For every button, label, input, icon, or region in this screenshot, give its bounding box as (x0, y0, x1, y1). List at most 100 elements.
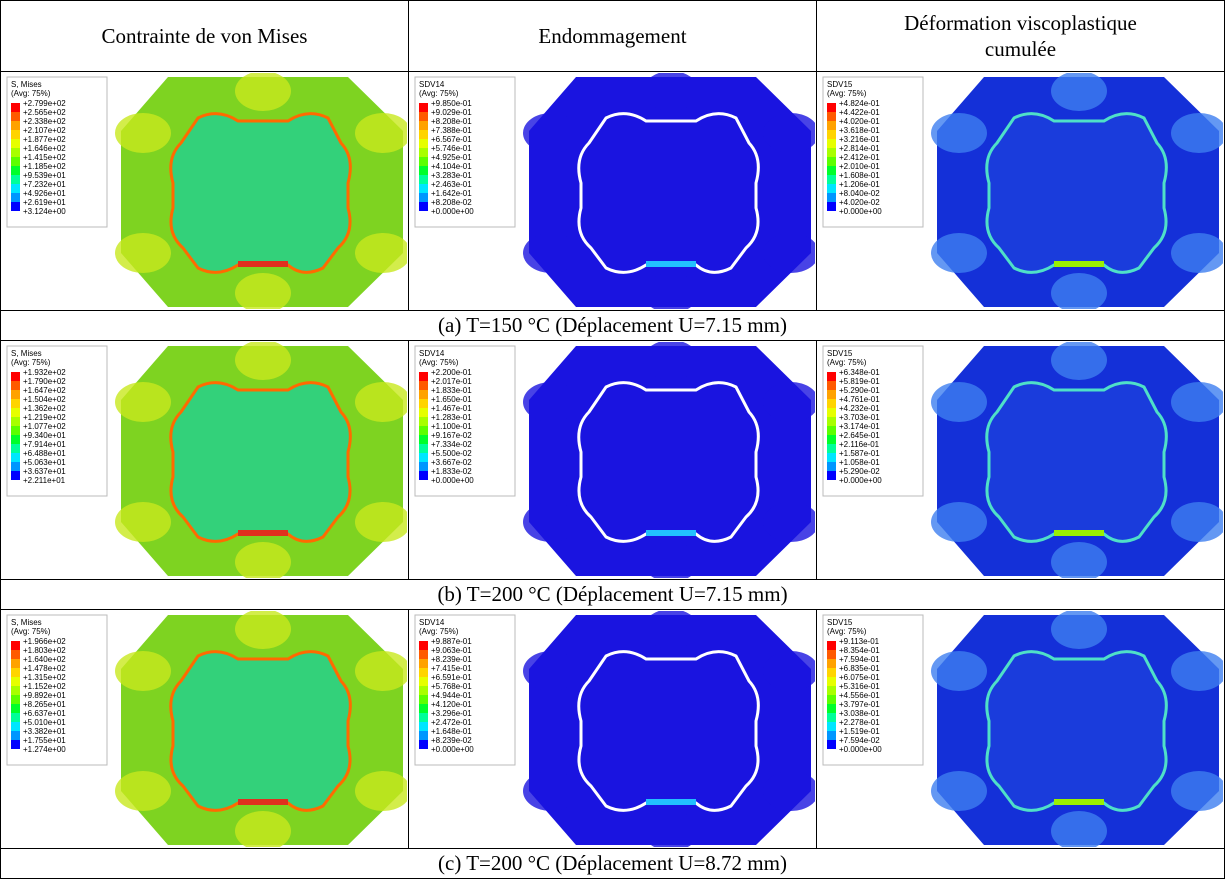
contour-plot: SDV15(Avg: 75%)+6.348e-01+5.819e-01+5.29… (822, 342, 1223, 578)
legend-value: +0.000e+00 (431, 476, 474, 485)
contour-blob (354, 382, 407, 422)
contour-blob (114, 502, 171, 542)
color-band (10, 731, 20, 740)
legend-subtitle: (Avg: 75%) (11, 89, 51, 98)
contour-blob (114, 113, 171, 153)
color-band (826, 166, 836, 175)
color-band (826, 390, 836, 399)
column-header: Déformation viscoplastique cumulée (816, 0, 1225, 72)
color-band (10, 435, 20, 444)
contour-blob (522, 382, 579, 422)
contour-blob (762, 502, 815, 542)
legend-title: SDV15 (827, 80, 853, 89)
legend-value: +5.500e-02 (431, 449, 472, 458)
color-band (10, 121, 20, 130)
row-caption: (a) T=150 °C (Déplacement U=7.15 mm) (0, 310, 1225, 341)
legend-box (414, 614, 515, 766)
legend-value: +1.877e+02 (23, 135, 66, 144)
legend-title: SDV14 (419, 349, 445, 358)
contour-blob (642, 73, 699, 111)
legend-value: +2.463e-01 (431, 180, 472, 189)
legend-value: +2.814e-01 (839, 144, 880, 153)
contour-blob (930, 382, 987, 422)
legend-value: +9.029e-01 (431, 108, 472, 117)
legend-value: +1.152e+02 (23, 682, 66, 691)
legend-value: +2.472e-01 (431, 718, 472, 727)
legend-subtitle: (Avg: 75%) (11, 358, 51, 367)
legend-value: +1.932e+02 (23, 368, 66, 377)
legend-value: +0.000e+00 (431, 745, 474, 754)
legend-value: +4.944e-01 (431, 691, 472, 700)
bottom-band (1053, 799, 1104, 805)
color-band (826, 740, 836, 749)
legend-value: +2.010e-01 (839, 162, 880, 171)
contour-blob (1050, 273, 1107, 309)
color-band (826, 668, 836, 677)
legend-subtitle: (Avg: 75%) (419, 627, 459, 636)
color-band (10, 462, 20, 471)
contour-blob (234, 342, 291, 380)
color-band (10, 175, 20, 184)
legend-value: +3.283e-01 (431, 171, 472, 180)
legend-value: +9.892e+01 (23, 691, 66, 700)
color-band (826, 695, 836, 704)
contour-blob (114, 651, 171, 691)
legend-value: +1.077e+02 (23, 422, 66, 431)
color-band (10, 202, 20, 211)
color-band (826, 731, 836, 740)
color-band (826, 453, 836, 462)
color-band (418, 704, 428, 713)
contour-blob (930, 233, 987, 273)
color-band (10, 408, 20, 417)
color-band (10, 193, 20, 202)
legend-value: +2.338e+02 (23, 117, 66, 126)
contour-blob (1050, 611, 1107, 649)
color-band (10, 417, 20, 426)
legend-value: +1.803e+02 (23, 646, 66, 655)
legend-value: +1.608e-01 (839, 171, 880, 180)
legend-value: +1.790e+02 (23, 377, 66, 386)
punch-zone (984, 650, 1168, 812)
legend-box (6, 614, 107, 766)
color-band (418, 453, 428, 462)
caption-row: (c) T=200 °C (Déplacement U=8.72 mm) (0, 848, 1225, 879)
contour-blob (1050, 811, 1107, 847)
legend-value: +6.567e-01 (431, 135, 472, 144)
contour-plot: SDV14(Avg: 75%)+9.887e-01+9.063e-01+8.23… (414, 611, 815, 847)
legend-value: +9.113e-01 (839, 637, 880, 646)
legend-value: +5.819e-01 (839, 377, 880, 386)
legend-value: +0.000e+00 (839, 476, 882, 485)
color-band (418, 713, 428, 722)
color-band (826, 130, 836, 139)
color-band (418, 444, 428, 453)
contour-blob (354, 113, 407, 153)
legend-value: +1.833e-02 (431, 467, 472, 476)
color-band (10, 713, 20, 722)
contour-blob (642, 611, 699, 649)
color-band (418, 641, 428, 650)
figure-row: S, Mises (Avg: 75%) +2.799e+02 +2.565e+02 +2… (0, 71, 1225, 311)
legend-box (6, 76, 107, 228)
legend-value: +8.265e+01 (23, 700, 66, 709)
legend-value: +7.594e-02 (839, 736, 880, 745)
legend-title: S, Mises (11, 618, 42, 627)
legend-value: +1.467e-01 (431, 404, 472, 413)
bottom-band (645, 530, 696, 536)
contour-blob (642, 811, 699, 847)
legend-value: +9.850e-01 (431, 99, 472, 108)
color-band (418, 659, 428, 668)
color-band (418, 193, 428, 202)
color-band (826, 184, 836, 193)
contour-blob (930, 771, 987, 811)
color-band (418, 130, 428, 139)
legend-value: +6.488e+01 (23, 449, 66, 458)
color-band (826, 426, 836, 435)
row-caption: (c) T=200 °C (Déplacement U=8.72 mm) (0, 848, 1225, 879)
legend-value: +8.239e-02 (431, 736, 472, 745)
legend-value: +1.415e+02 (23, 153, 66, 162)
legend-value: +5.746e-01 (431, 144, 472, 153)
punch-zone (576, 112, 760, 274)
color-band (418, 103, 428, 112)
punch-zone (168, 650, 352, 812)
legend-value: +1.587e-01 (839, 449, 880, 458)
